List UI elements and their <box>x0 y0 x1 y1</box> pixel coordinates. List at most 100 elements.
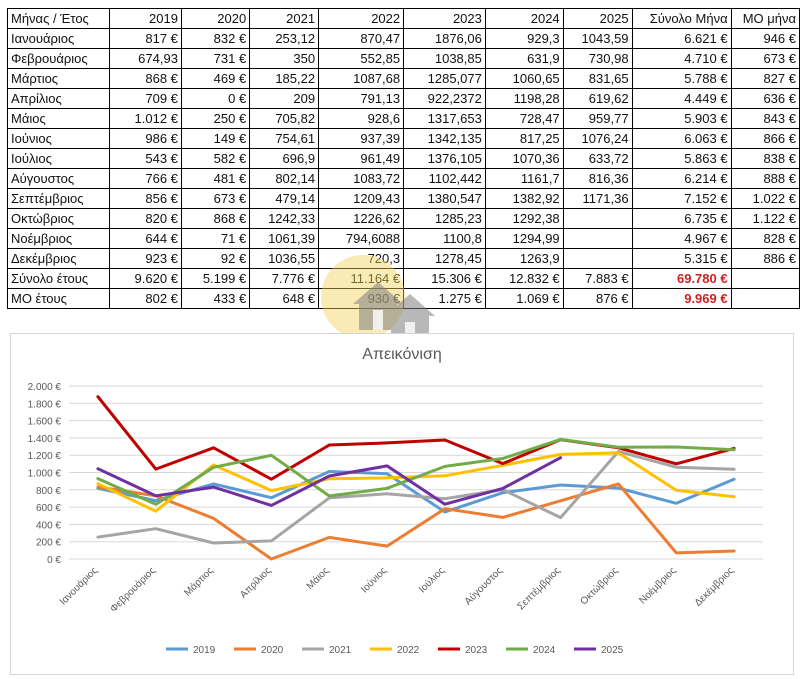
table-cell: 720,3 <box>318 248 405 269</box>
series-line-2021 <box>96 450 736 545</box>
y-tick-label: 400 € <box>36 520 61 531</box>
legend-label: 2025 <box>601 645 624 656</box>
table-cell: 1209,43 <box>318 188 405 209</box>
table-cell: 673 € <box>730 48 800 69</box>
table-cell: 709 € <box>109 88 182 109</box>
table-cell: 479,14 <box>249 188 320 209</box>
table-cell: 794,6088 <box>318 228 405 249</box>
table-cell: 69.780 € <box>631 268 732 289</box>
table-cell: 6.621 € <box>631 28 732 49</box>
table-cell: 1226,62 <box>318 208 405 229</box>
table-cell: 552,85 <box>318 48 405 69</box>
table-cell: 959,77 <box>562 108 633 129</box>
table-cell: 1171,36 <box>562 188 633 209</box>
table-cell: 832 € <box>180 28 251 49</box>
legend-label: 2024 <box>533 645 556 656</box>
table-cell: 838 € <box>730 148 800 169</box>
x-tick-label: Ιούλιος <box>416 565 447 596</box>
table-cell: 866 € <box>730 128 800 149</box>
table-cell: 868 € <box>180 208 251 229</box>
table-cell: 469 € <box>180 68 251 89</box>
table-cell: 619,62 <box>562 88 633 109</box>
legend-label: 2019 <box>193 645 216 656</box>
table-cell: 1.122 € <box>730 208 800 229</box>
table-cell: Φεβρουάριος <box>6 48 111 69</box>
y-tick-label: 1.000 € <box>28 469 62 480</box>
y-tick-label: 1.400 € <box>28 434 62 445</box>
table-cell: 1382,92 <box>484 188 564 209</box>
table-cell: 870,47 <box>318 28 405 49</box>
y-tick-label: 800 € <box>36 486 61 497</box>
table-cell: 253,12 <box>249 28 320 49</box>
table-cell <box>730 268 800 289</box>
table-cell: 633,72 <box>562 148 633 169</box>
legend-label: 2021 <box>329 645 352 656</box>
column-header: 2025 <box>562 8 633 29</box>
table-cell: 4.710 € <box>631 48 732 69</box>
column-header: 2024 <box>484 8 564 29</box>
table-row: Οκτώβριος 820 €868 €1242,33 1226,62 1285,23… <box>6 208 800 229</box>
column-header: 2023 <box>403 8 486 29</box>
table-cell: 1.022 € <box>730 188 800 209</box>
table-cell: 731 € <box>180 48 251 69</box>
y-tick-label: 1.600 € <box>28 417 62 428</box>
table-cell: 5.315 € <box>631 248 732 269</box>
table-cell: 1.012 € <box>109 108 182 129</box>
table-cell: 1292,38 <box>484 208 564 229</box>
table-cell: 7.152 € <box>631 188 732 209</box>
table-cell: 928,6 <box>318 108 405 129</box>
table-cell: 5.199 € <box>180 268 251 289</box>
table-cell: 1102,442 <box>403 168 486 189</box>
table-cell: 7.883 € <box>562 268 633 289</box>
table-cell: Απρίλιος <box>6 88 111 109</box>
table-cell: Ιανουάριος <box>6 28 111 49</box>
table-cell: 582 € <box>180 148 251 169</box>
table-header-row: Μήνας / Έτος 2019 2020 2021 2022 2023 2024 2025… <box>6 8 800 29</box>
table-cell: 1036,55 <box>249 248 320 269</box>
column-header: 2020 <box>180 8 251 29</box>
table-cell: 791,13 <box>318 88 405 109</box>
table-cell: 886 € <box>730 248 800 269</box>
table-cell: 802,14 <box>249 168 320 189</box>
column-header: Σύνολο Μήνα <box>631 8 732 29</box>
x-tick-label: Μάιος <box>304 565 332 593</box>
table-cell: 730,98 <box>562 48 633 69</box>
table-cell: ΜΟ έτους <box>6 288 111 309</box>
table-cell: 843 € <box>730 108 800 129</box>
table-row: Δεκέμβριος 923 €92 €1036,55 720,3 1278,45 12… <box>6 248 800 269</box>
table-cell: 1278,45 <box>403 248 486 269</box>
table-cell: 1161,7 <box>484 168 564 189</box>
table-cell <box>562 228 633 249</box>
table-cell: 5.788 € <box>631 68 732 89</box>
table-cell: 802 € <box>109 288 182 309</box>
table-cell: 1076,24 <box>562 128 633 149</box>
table-cell: 250 € <box>180 108 251 129</box>
table-cell: 705,82 <box>249 108 320 129</box>
table-cell: Δεκέμβριος <box>6 248 111 269</box>
table-cell: 543 € <box>109 148 182 169</box>
table-cell: Σεπτέμβριος <box>6 188 111 209</box>
table-row: Ιούλιος 543 €582 €696,9 961,49 1376,105 1070… <box>6 148 800 169</box>
table-cell: Σύνολο έτους <box>6 268 111 289</box>
table-cell: 1317,653 <box>403 108 486 129</box>
table-cell: 728,47 <box>484 108 564 129</box>
table-cell: 817,25 <box>484 128 564 149</box>
column-header: 2022 <box>318 8 405 29</box>
table-cell: 1380,547 <box>403 188 486 209</box>
x-tick-label: Δεκέμβριος <box>692 565 736 609</box>
table-cell: 92 € <box>180 248 251 269</box>
table-row: Σεπτέμβριος 856 €673 €479,14 1209,43 1380,5… <box>6 188 800 209</box>
chart-title: Απεικόνιση <box>362 346 442 363</box>
y-tick-label: 1.800 € <box>28 399 62 410</box>
table-row: Μάρτιος 868 €469 €185,22 1087,68 1285,077 10… <box>6 68 800 89</box>
table-cell: 636 € <box>730 88 800 109</box>
table-cell: 9.969 € <box>631 288 732 309</box>
table-cell: 209 <box>249 88 320 109</box>
x-tick-label: Νοέμβριος <box>637 565 679 607</box>
table-cell: 481 € <box>180 168 251 189</box>
table-cell: 820 € <box>109 208 182 229</box>
series-line-2023 <box>96 395 736 481</box>
table-cell: 696,9 <box>249 148 320 169</box>
table-cell: 7.776 € <box>249 268 320 289</box>
